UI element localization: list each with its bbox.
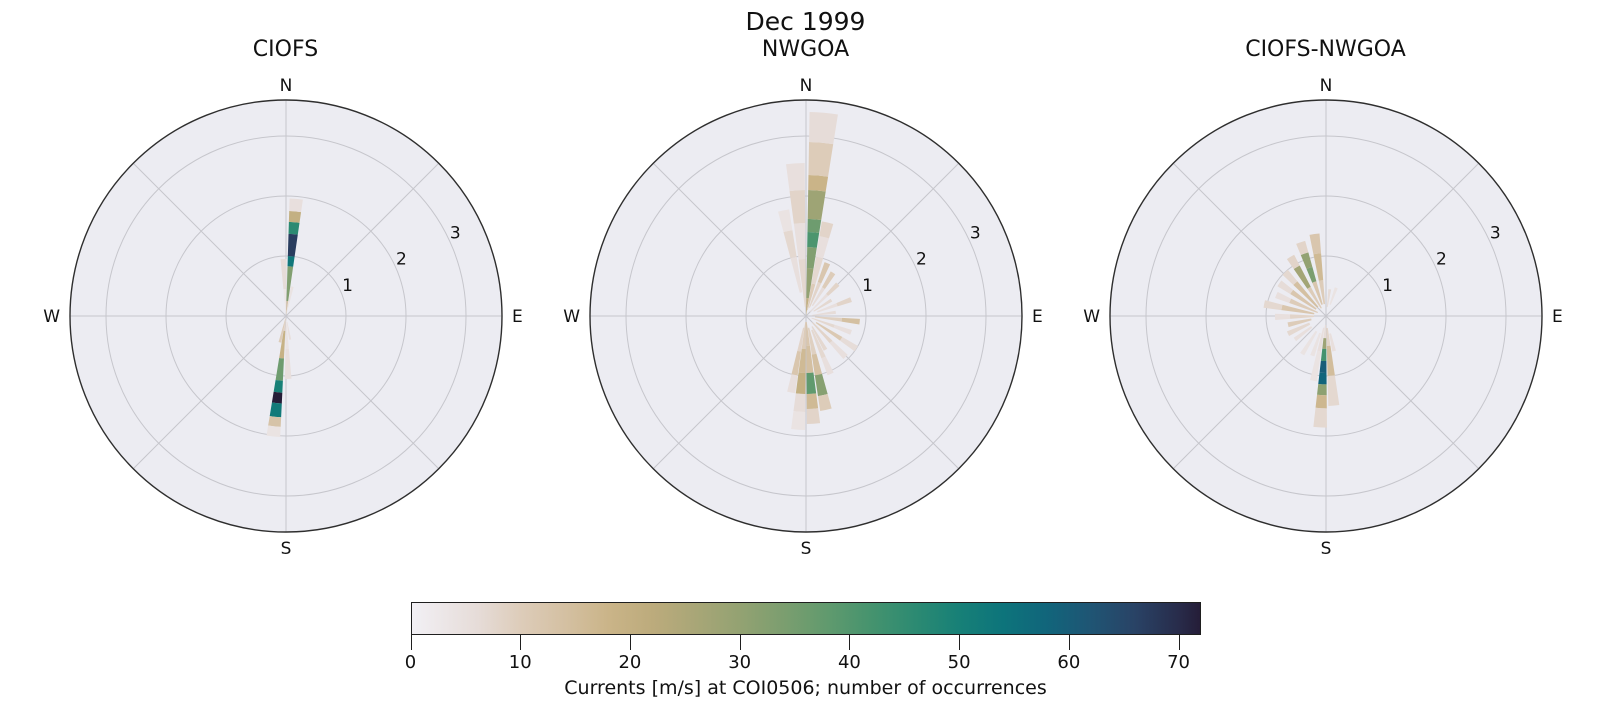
svg-text:S: S — [800, 539, 811, 559]
polar-rose-chart-ciofs: 1 2 3 N E S W — [43, 76, 523, 559]
colorbar-tick-label: 40 — [837, 652, 861, 673]
subplot-ciofs-nwgoa: CIOFS-NWGOA 1 2 3 N E S W — [1066, 38, 1586, 566]
svg-text:2: 2 — [1435, 250, 1446, 270]
colorbar-label: Currents [m/s] at COI0506; number of occ… — [564, 677, 1047, 699]
colorbar-tick-label: 60 — [1057, 652, 1081, 673]
colorbar-tick-mark — [520, 635, 522, 650]
svg-text:E: E — [1552, 307, 1563, 327]
colorbar: 0 10 20 30 40 50 60 70 Currents [m/s] at COI050… — [405, 602, 1201, 699]
svg-text:3: 3 — [449, 223, 460, 243]
subplot-ciofs: CIOFS 1 2 3 N E S W — [26, 38, 546, 566]
colorbar-ticks: 0 10 20 30 40 50 60 70 — [405, 635, 1201, 675]
subplot-title-ciofs-nwgoa: CIOFS-NWGOA — [1245, 37, 1406, 62]
subplot-title-nwgoa: NWGOA — [761, 37, 850, 62]
colorbar-tick-mark — [849, 635, 851, 650]
svg-text:1: 1 — [862, 276, 873, 296]
svg-text:N: N — [1319, 76, 1332, 96]
colorbar-tick-mark — [410, 635, 412, 650]
subplot-nwgoa: NWGOA 1 2 3 N E S W — [546, 38, 1066, 566]
colorbar-tick-mark — [1178, 635, 1180, 650]
svg-text:E: E — [1032, 307, 1043, 327]
colorbar-tick-mark — [1068, 635, 1070, 650]
svg-text:W: W — [563, 307, 580, 327]
colorbar-tick-label: 50 — [947, 652, 971, 673]
colorbar-tick-label: 10 — [508, 652, 532, 673]
svg-text:N: N — [279, 76, 292, 96]
svg-text:S: S — [1320, 539, 1331, 559]
colorbar-tick-label: 0 — [404, 652, 417, 673]
colorbar-tick-label: 20 — [618, 652, 642, 673]
svg-text:2: 2 — [395, 250, 406, 270]
colorbar-tick-mark — [629, 635, 631, 650]
polar-rose-chart-ciofs-nwgoa: 1 2 3 N E S W — [1083, 76, 1563, 559]
plots-row: CIOFS 1 2 3 N E S W NWGOA 1 2 3 N E S W CIOFS-NWGOA … — [0, 38, 1611, 566]
svg-text:S: S — [280, 539, 291, 559]
colorbar-tick-label: 70 — [1167, 652, 1190, 673]
figure-title: Dec 1999 — [745, 7, 866, 36]
svg-text:1: 1 — [342, 276, 353, 296]
svg-text:W: W — [43, 307, 60, 327]
svg-text:W: W — [1083, 307, 1100, 327]
svg-text:2: 2 — [915, 250, 926, 270]
colorbar-tick-label: 30 — [728, 652, 752, 673]
polar-rose-chart-nwgoa: 1 2 3 N E S W — [563, 76, 1043, 559]
svg-text:E: E — [512, 307, 523, 327]
svg-text:3: 3 — [969, 223, 980, 243]
svg-text:N: N — [799, 76, 812, 96]
colorbar-gradient — [410, 602, 1201, 635]
subplot-title-ciofs: CIOFS — [252, 37, 319, 62]
svg-text:3: 3 — [1489, 223, 1500, 243]
svg-text:1: 1 — [1382, 276, 1393, 296]
colorbar-tick-mark — [959, 635, 961, 650]
colorbar-tick-mark — [739, 635, 741, 650]
